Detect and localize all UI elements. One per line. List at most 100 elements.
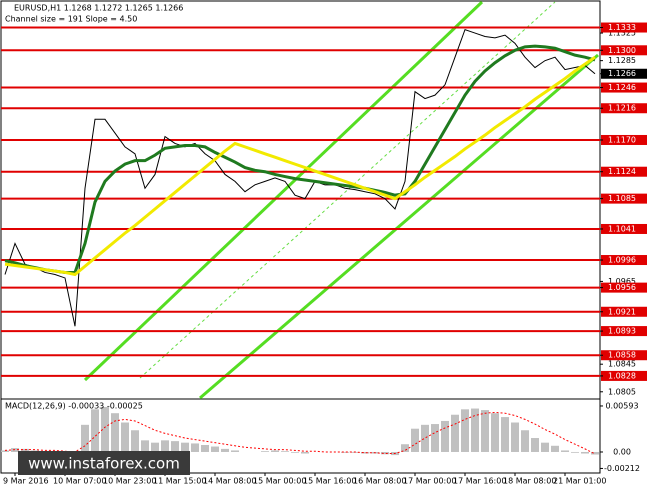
macd-bar — [501, 417, 509, 452]
x-tick-label: 17 Mar 00:00 — [403, 477, 456, 486]
price-line — [4, 55, 596, 277]
axis-label-box — [601, 306, 647, 317]
y-tick-label: 1.1300 — [608, 46, 636, 55]
plot-frame — [0, 0, 601, 474]
macd-bar — [511, 422, 519, 452]
axis-label-box — [601, 82, 647, 93]
price-line — [4, 44, 596, 274]
axis-label-box — [601, 223, 647, 234]
macd-bar — [81, 424, 89, 452]
x-tick-label: 18 Mar 08:00 — [503, 477, 556, 486]
macd-bar — [21, 448, 29, 452]
macd-bar — [481, 410, 489, 452]
axis-label-box — [601, 22, 647, 33]
macd-bar — [451, 414, 459, 452]
y-tick-label: 1.0828 — [608, 371, 636, 380]
macd-bar — [1, 450, 9, 452]
macd-bar — [201, 445, 209, 452]
macd-bar — [561, 450, 569, 452]
macd-bar — [211, 446, 219, 452]
y-tick-label: 0.00593 — [605, 401, 638, 410]
macd-bar — [441, 420, 449, 452]
macd-bar — [491, 413, 499, 452]
x-tick-label: 14 Mar 08:00 — [203, 477, 256, 486]
macd-bar — [461, 409, 469, 452]
y-tick-label: -0.00212 — [604, 464, 640, 473]
x-tick-label: 10 Mar 23:00 — [103, 477, 156, 486]
macd-bar — [171, 441, 179, 452]
macd-bar — [131, 430, 139, 452]
axis-label-box — [601, 370, 647, 381]
macd-bar — [281, 451, 289, 452]
y-tick-label: 1.1085 — [608, 194, 636, 203]
signal-line — [4, 411, 596, 455]
macd-bar — [191, 443, 199, 452]
x-tick-label: 17 Mar 16:00 — [453, 477, 506, 486]
levels — [1, 26, 600, 377]
axis-label-box — [601, 193, 647, 204]
macd-bar — [121, 422, 129, 452]
y-tick-label: 1.1216 — [608, 104, 636, 113]
y-tick-label: 0.00 — [613, 447, 631, 456]
x-tick-label: 9 Mar 2016 — [3, 477, 49, 486]
axis-label-box — [601, 134, 647, 145]
macd-bar — [521, 430, 529, 452]
y-tick-label: 1.0858 — [608, 351, 636, 360]
y-tick-label: 1.1041 — [608, 224, 636, 233]
y-tick-label: 1.0805 — [608, 387, 636, 396]
y-tick-label: 1.0893 — [608, 327, 636, 336]
axis-label-box — [601, 255, 647, 266]
macd-bar — [291, 451, 299, 453]
y-tick-label: 1.1246 — [608, 83, 636, 92]
y-tick-label: 1.0845 — [608, 360, 636, 369]
y-tick-label: 1.0996 — [608, 256, 636, 265]
macd-bar — [581, 451, 589, 454]
macd-bar — [471, 408, 479, 452]
macd-bar — [381, 451, 389, 455]
macd-title: MACD(12,26,9) -0.00033 -0.00025 — [5, 402, 143, 411]
x-tick-label: 21 Mar 01:00 — [553, 477, 606, 486]
watermark-box — [18, 451, 190, 475]
price-line — [4, 28, 596, 327]
macd-bar — [401, 444, 409, 452]
axes: 1.1325 1.1285 1.0965 1.0845 1.0805 1.1333 1.13… — [3, 22, 647, 486]
channel-lower — [199, 53, 599, 400]
axis-label-box — [601, 68, 647, 79]
macd-bar — [271, 450, 279, 452]
macd-bar — [11, 448, 19, 452]
x-tick-label: 10 Mar 07:00 — [53, 477, 106, 486]
y-tick-label: 1.1285 — [608, 56, 636, 65]
y-tick-label: 1.0921 — [608, 307, 636, 316]
macd-bar — [341, 451, 349, 453]
x-tick-label: 16 Mar 08:00 — [353, 477, 406, 486]
axis-label-box — [601, 166, 647, 177]
axis-label-box — [601, 45, 647, 56]
axis-label-box — [601, 350, 647, 361]
macd-bar — [261, 451, 269, 452]
y-tick-label: 1.0956 — [608, 283, 636, 292]
x-tick-label: 15 Mar 00:00 — [253, 477, 306, 486]
axis-label-box — [601, 326, 647, 337]
y-tick-label: 1.0965 — [608, 277, 636, 286]
macd-bar — [111, 413, 119, 452]
macd-bar — [591, 451, 599, 455]
macd-bar — [571, 451, 579, 453]
y-tick-label: 1.1333 — [608, 23, 636, 32]
macd-bar — [411, 428, 419, 452]
x-tick-label: 15 Mar 16:00 — [303, 477, 356, 486]
macd-bar — [301, 451, 309, 454]
chart-subtitle: Channel size = 191 Slope = 4.50 — [5, 15, 137, 24]
lines — [1, 28, 599, 456]
macd-bar — [531, 438, 539, 452]
channel-upper — [83, 0, 484, 382]
macd-bar — [101, 406, 109, 452]
y-tick-label: 1.1325 — [608, 29, 636, 38]
macd-bar — [161, 440, 169, 452]
axis-label-box — [601, 282, 647, 293]
axis-label-box — [601, 103, 647, 114]
macd-bar — [421, 424, 429, 452]
macd-bar — [361, 451, 369, 454]
macd-bar — [551, 445, 559, 452]
